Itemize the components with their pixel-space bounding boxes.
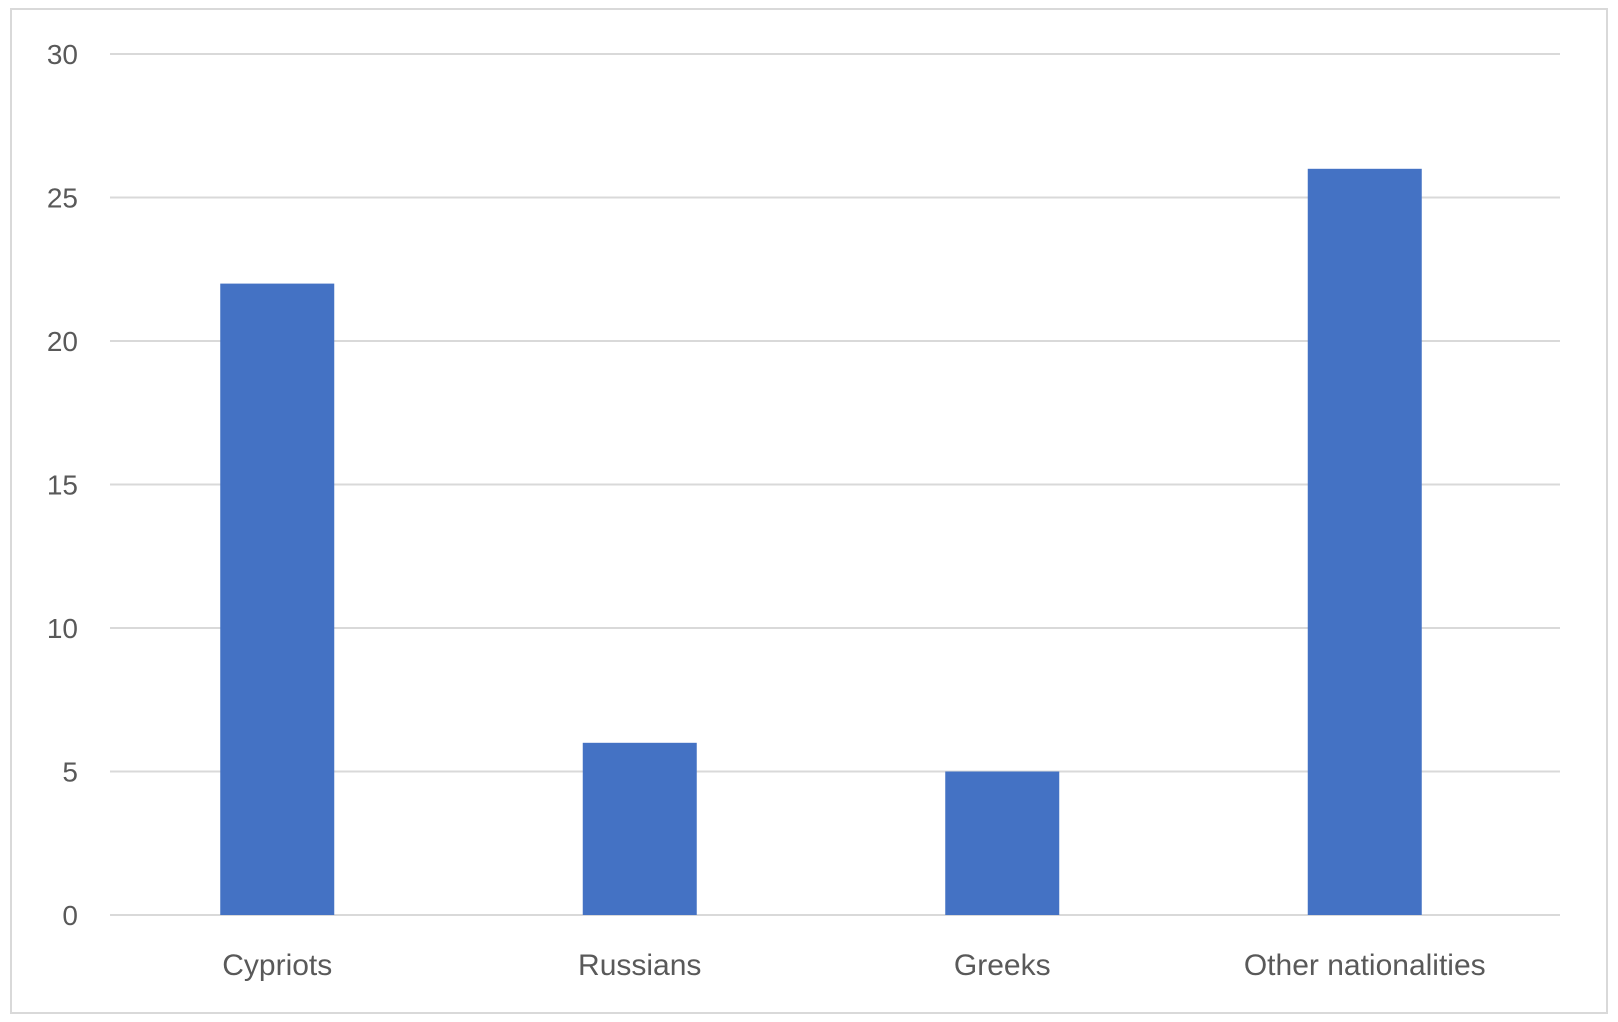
y-tick-label: 0 bbox=[62, 900, 78, 931]
y-tick-label: 20 bbox=[47, 326, 78, 357]
x-category-label: Other nationalities bbox=[1244, 949, 1486, 982]
y-tick-label: 25 bbox=[47, 183, 78, 214]
y-tick-label: 30 bbox=[47, 39, 78, 70]
y-tick-label: 10 bbox=[47, 613, 78, 644]
bar-greeks bbox=[945, 771, 1060, 915]
x-category-label: Cypriots bbox=[222, 949, 332, 982]
x-category-label: Russians bbox=[578, 949, 701, 982]
x-category-label: Greeks bbox=[954, 949, 1051, 982]
y-tick-label: 15 bbox=[47, 470, 78, 501]
bar-russians bbox=[582, 742, 697, 915]
y-tick-label: 5 bbox=[62, 757, 78, 788]
y-axis-ticks: 0 5 10 15 20 25 30 bbox=[47, 39, 78, 931]
bar-other-nationalities bbox=[1307, 168, 1422, 916]
bars bbox=[220, 168, 1422, 916]
x-axis-categories: Cypriots Russians Greeks Other nationalitie… bbox=[222, 949, 1485, 982]
bar-cypriots bbox=[220, 283, 335, 916]
